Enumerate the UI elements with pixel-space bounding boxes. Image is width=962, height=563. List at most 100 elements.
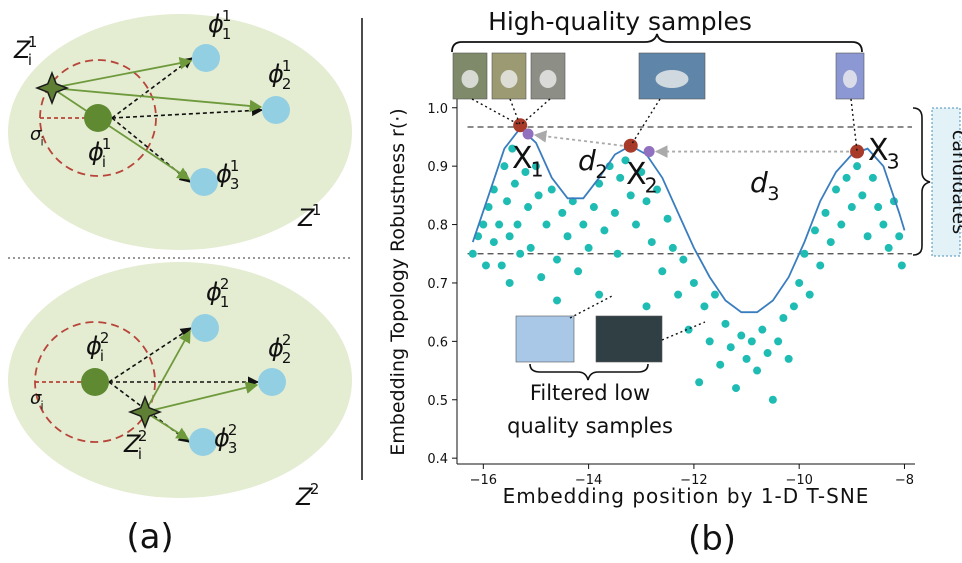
point [616, 174, 624, 182]
brace [452, 34, 862, 52]
y-tick-label: 1.0 [427, 102, 448, 117]
point [564, 232, 572, 240]
neighbor-label-sub: 1 [220, 293, 229, 311]
point [879, 221, 887, 229]
point [779, 314, 787, 322]
highlight-point [644, 146, 655, 157]
point [885, 244, 893, 252]
sample-image [516, 316, 574, 362]
point [895, 232, 903, 240]
annotation-sub: 3 [767, 183, 779, 205]
sigma-label-sub: i [40, 135, 43, 148]
point [535, 191, 543, 199]
point [690, 279, 698, 287]
point [764, 349, 772, 357]
center-label-sub: i [100, 347, 104, 365]
leader-line [631, 99, 660, 146]
annotation: d [750, 166, 768, 199]
highlight-point [523, 129, 534, 140]
point [716, 361, 724, 369]
point [611, 209, 619, 217]
neighbor-label-sub: 3 [230, 175, 239, 193]
point [858, 191, 866, 199]
samples-title: High-quality samples [488, 7, 752, 36]
annotation-sub: 3 [887, 149, 900, 173]
center-label-sub: i [102, 153, 106, 171]
point [853, 162, 861, 170]
leader-line [472, 99, 520, 125]
point [774, 337, 782, 345]
point [542, 221, 550, 229]
point [700, 302, 708, 310]
point [490, 238, 498, 246]
filtered-label: quality samples [507, 414, 673, 438]
neighbor [262, 96, 290, 124]
embedding-space [8, 262, 352, 498]
y-tick-label: 0.9 [427, 160, 448, 175]
point [579, 221, 587, 229]
candidates-label: candidates [948, 130, 962, 234]
point [664, 215, 672, 223]
leader-line [851, 99, 857, 152]
point [506, 232, 514, 240]
sample-image [596, 316, 662, 362]
point [498, 261, 506, 269]
point [558, 209, 566, 217]
point [795, 279, 803, 287]
point [600, 226, 608, 234]
neighbor-label-sub: 2 [282, 75, 291, 93]
annotation-sub: 2 [645, 173, 658, 197]
annotation: X [626, 157, 647, 192]
y-tick-label: 0.6 [427, 335, 448, 350]
point [721, 320, 729, 328]
anchor-label-sub: i [138, 445, 142, 463]
point [711, 291, 719, 299]
point [500, 162, 508, 170]
y-tick-label: 0.4 [427, 452, 448, 467]
point [548, 186, 556, 194]
x-axis-label: Embedding position by 1-D T-SNE [503, 484, 870, 508]
annotation: X [868, 133, 889, 168]
point [537, 273, 545, 281]
neighbor-label-sup: 2 [282, 331, 291, 349]
neighbor-label-sup: 2 [220, 275, 229, 293]
curve [473, 128, 905, 312]
point [800, 250, 808, 258]
point [595, 291, 603, 299]
point [469, 250, 477, 258]
point [843, 174, 851, 182]
neighbor [192, 44, 220, 72]
point [837, 221, 845, 229]
neighbor-label-sub: 3 [228, 439, 237, 457]
point [503, 197, 511, 205]
point [590, 203, 598, 211]
sample-object [540, 70, 557, 88]
point [869, 174, 877, 182]
point [748, 337, 756, 345]
point [643, 197, 651, 205]
anchor-label-sup: 1 [28, 33, 37, 51]
point [743, 355, 751, 363]
sample-object [843, 70, 857, 88]
center-node [84, 104, 112, 132]
point [874, 203, 882, 211]
center-label-sup: 2 [100, 329, 109, 347]
space-label-sup: 1 [312, 201, 321, 219]
point [758, 326, 766, 334]
anchor-label-sup: 2 [138, 427, 147, 445]
filtered-label: Filtered low [530, 381, 650, 405]
sample-object [462, 70, 479, 88]
center-node [81, 368, 109, 396]
figure: (a) (b) Z1iσiϕ1iϕ11ϕ12ϕ13Z1Z2iσiϕ2iϕ21ϕ2… [0, 0, 962, 563]
point [790, 302, 798, 310]
neighbor [191, 314, 219, 342]
point [614, 250, 622, 258]
neighbor-label-sup: 2 [228, 421, 237, 439]
leader-line [662, 322, 705, 340]
point [737, 332, 745, 340]
y-tick-label: 0.5 [427, 394, 448, 409]
point [769, 396, 777, 404]
point [574, 267, 582, 275]
point [648, 238, 656, 246]
panel-label: (b) [688, 519, 736, 559]
